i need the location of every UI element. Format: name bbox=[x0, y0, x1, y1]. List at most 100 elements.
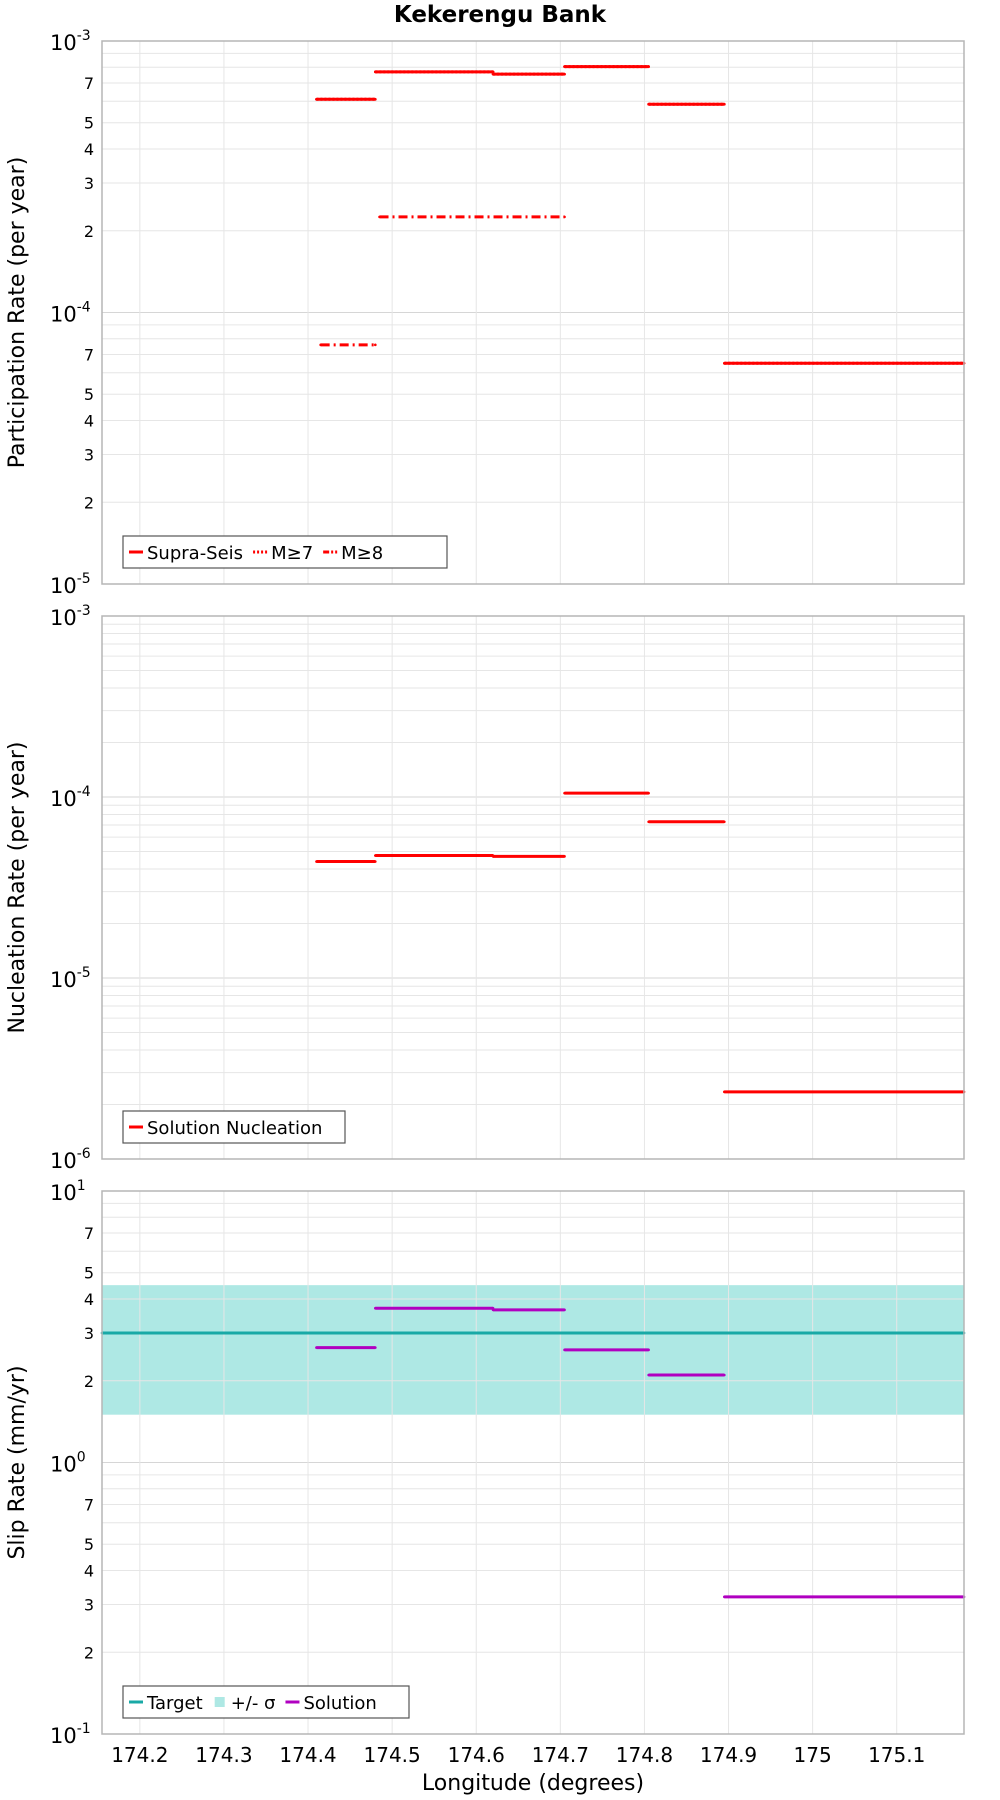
x-tick-label: 174.9 bbox=[700, 1743, 757, 1767]
data-point bbox=[723, 1373, 726, 1377]
data-point bbox=[374, 860, 377, 863]
y-tick-base: 10 bbox=[50, 1453, 77, 1477]
y-tick-label: 10-1 bbox=[50, 1721, 91, 1748]
data-point bbox=[319, 343, 322, 347]
legend-label: Target bbox=[146, 1693, 203, 1714]
legend-label: +/- σ bbox=[231, 1693, 276, 1714]
plot-frame bbox=[101, 40, 965, 585]
legend: Supra-Seis M≥7 M≥8 bbox=[122, 535, 448, 569]
y-tick-label-minor: 3 bbox=[84, 1595, 94, 1614]
legend-box bbox=[122, 535, 448, 569]
data-point bbox=[374, 1306, 377, 1310]
grid bbox=[102, 1191, 964, 1734]
legend-label: Solution Nucleation bbox=[147, 1118, 322, 1139]
y-tick-base: 10 bbox=[50, 606, 77, 630]
data-point bbox=[563, 215, 566, 219]
y-tick-label: 10-4 bbox=[50, 300, 91, 327]
y-tick-base: 10 bbox=[50, 1724, 77, 1748]
data-point bbox=[315, 1346, 318, 1349]
y-tick-label-minor: 2 bbox=[84, 493, 94, 512]
y-tick-base: 10 bbox=[50, 1149, 77, 1173]
data-point bbox=[374, 343, 377, 347]
y-tick-exponent: -4 bbox=[77, 300, 91, 316]
data-point bbox=[647, 1373, 650, 1377]
y-tick-exponent: -5 bbox=[77, 571, 91, 587]
series-solution-nucleation bbox=[315, 791, 966, 1094]
plot-frame bbox=[101, 615, 965, 1160]
y-axis-label: Slip Rate (mm/yr) bbox=[5, 1365, 30, 1559]
data-point bbox=[723, 1595, 726, 1599]
legend-label: Solution bbox=[303, 1693, 376, 1714]
y-tick-exponent: -5 bbox=[77, 965, 91, 981]
legend-label: Supra-Seis bbox=[147, 543, 243, 564]
data-point bbox=[315, 97, 318, 101]
y-tick-exponent: 1 bbox=[77, 1178, 86, 1194]
y-tick-base: 10 bbox=[50, 968, 77, 992]
plot-area bbox=[102, 616, 964, 1159]
y-tick-label-minor: 5 bbox=[84, 385, 94, 404]
x-tick-label: 175.1 bbox=[868, 1743, 925, 1767]
y-tick-base: 10 bbox=[50, 303, 77, 327]
x-tick-label: 174.7 bbox=[532, 1743, 589, 1767]
data-point bbox=[647, 65, 650, 68]
y-tick-label: 101 bbox=[50, 1178, 86, 1205]
data-point bbox=[647, 791, 650, 795]
y-tick-base: 10 bbox=[50, 31, 77, 55]
data-point bbox=[563, 1348, 566, 1352]
y-tick-label-minor: 4 bbox=[84, 140, 94, 159]
y-tick-exponent: 0 bbox=[77, 1450, 86, 1466]
y-tick-label: 10-5 bbox=[50, 571, 91, 598]
data-point bbox=[563, 65, 566, 68]
data-point bbox=[563, 791, 566, 795]
legend: Solution Nucleation bbox=[122, 1110, 346, 1144]
y-tick-label: 10-3 bbox=[50, 28, 91, 55]
y-axis-label: Participation Rate (per year) bbox=[5, 157, 30, 469]
y-tick-label-minor: 7 bbox=[84, 74, 94, 93]
data-point bbox=[563, 72, 566, 76]
y-tick-label-minor: 4 bbox=[84, 1290, 94, 1309]
x-tick-label: 174.2 bbox=[111, 1743, 168, 1767]
x-axis-label: Longitude (degrees) bbox=[422, 1771, 644, 1796]
y-tick-exponent: -6 bbox=[77, 1146, 91, 1162]
series-target bbox=[100, 1331, 966, 1335]
y-tick-label-minor: 3 bbox=[84, 174, 94, 193]
legend-label: M≥8 bbox=[341, 543, 383, 564]
data-point bbox=[374, 97, 377, 101]
chart-title: Kekerengu Bank bbox=[394, 2, 607, 28]
grid bbox=[102, 616, 964, 1159]
data-point bbox=[315, 860, 318, 863]
y-tick-label-minor: 4 bbox=[84, 412, 94, 431]
y-tick-label-minor: 7 bbox=[84, 346, 94, 365]
data-point bbox=[723, 820, 726, 824]
y-tick-label: 10-5 bbox=[50, 965, 91, 992]
y-tick-label-minor: 4 bbox=[84, 1562, 94, 1581]
data-point bbox=[491, 855, 495, 858]
y-tick-label-minor: 2 bbox=[84, 222, 94, 241]
y-tick-base: 10 bbox=[50, 1181, 77, 1205]
y-tick-label-minor: 3 bbox=[84, 445, 94, 464]
y-tick-label: 10-3 bbox=[50, 603, 91, 630]
y-tick-label: 10-6 bbox=[50, 1146, 91, 1173]
x-tick-label: 175 bbox=[794, 1743, 832, 1767]
y-tick-label-minor: 3 bbox=[84, 1324, 94, 1343]
y-tick-exponent: -4 bbox=[77, 784, 91, 800]
data-point bbox=[378, 215, 381, 219]
y-tick-label: 10-4 bbox=[50, 784, 91, 811]
legend-box bbox=[122, 1110, 346, 1144]
grid bbox=[102, 41, 964, 584]
y-tick-base: 10 bbox=[50, 787, 77, 811]
legend-box bbox=[122, 1685, 410, 1719]
data-point bbox=[563, 855, 566, 858]
x-tick-label: 174.4 bbox=[279, 1743, 336, 1767]
y-tick-label-minor: 5 bbox=[84, 1264, 94, 1283]
data-point bbox=[647, 820, 650, 824]
data-point bbox=[374, 854, 377, 857]
legend: Target +/- σ Solution bbox=[122, 1685, 410, 1719]
x-tick-label: 174.5 bbox=[364, 1743, 421, 1767]
data-point bbox=[491, 70, 495, 74]
plot-frame bbox=[101, 1190, 965, 1735]
y-tick-base: 10 bbox=[50, 574, 77, 598]
